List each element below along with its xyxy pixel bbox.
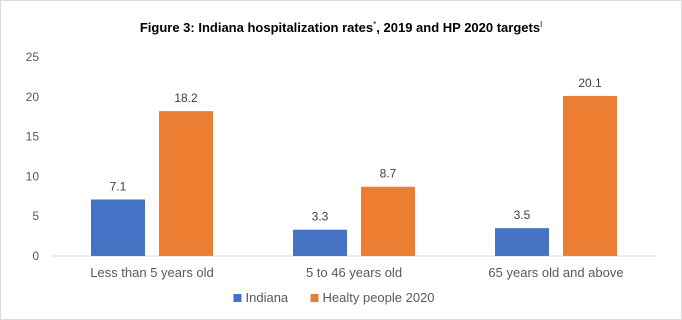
y-axis: 0 5 10 15 20 25: [26, 50, 40, 263]
chart-title-rest: , 2019 and HP 2020 targets: [376, 20, 540, 35]
legend-swatch-indiana: [233, 294, 242, 302]
bar-healthy-people-2020: [159, 111, 213, 257]
x-category-label: 5 to 46 years old: [306, 265, 402, 280]
x-axis: Less than 5 years old 5 to 46 years old 65…: [90, 265, 623, 280]
bar-series-group: 7.1 18.2 3.3 8.7 3.5 20.1: [91, 76, 617, 257]
legend: Indiana Healty people 2020: [233, 290, 435, 305]
chart-title: Figure 3: Indiana hospitalization rates*…: [140, 20, 542, 35]
data-label: 20.1: [578, 76, 602, 90]
data-label: 3.3: [312, 210, 329, 224]
x-category-label: Less than 5 years old: [90, 265, 214, 280]
legend-label: Indiana: [246, 290, 289, 305]
data-label: 8.7: [380, 167, 397, 181]
bar-healthy-people-2020: [563, 96, 617, 256]
bar-indiana: [495, 228, 549, 256]
y-tick-label: 0: [32, 249, 39, 263]
data-label: 18.2: [174, 91, 198, 105]
legend-label: Healty people 2020: [323, 290, 435, 305]
y-tick-label: 20: [26, 90, 40, 104]
bar-indiana: [91, 199, 145, 256]
y-tick-label: 15: [26, 130, 40, 144]
bar-indiana: [293, 229, 347, 256]
y-tick-label: 25: [26, 50, 40, 64]
bar-healthy-people-2020: [361, 186, 415, 256]
chart-title-main: Figure 3: Indiana hospitalization rates: [140, 20, 373, 35]
data-label: 7.1: [110, 179, 127, 193]
y-tick-label: 5: [32, 209, 39, 223]
chart-title-asterisk: *: [373, 20, 376, 29]
chart-title-dagger: ǀ: [540, 20, 542, 29]
legend-swatch-healthy-people-2020: [310, 294, 319, 302]
data-label: 3.5: [514, 208, 531, 222]
x-category-label: 65 years old and above: [488, 265, 623, 280]
y-tick-label: 10: [26, 169, 40, 183]
